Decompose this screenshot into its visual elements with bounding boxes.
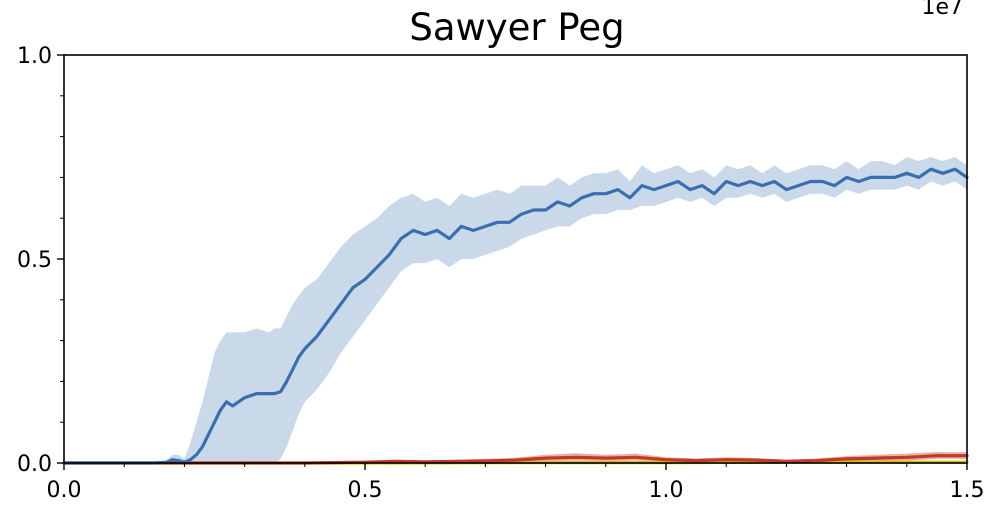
series-0-line bbox=[62, 167, 969, 465]
x-tick-label: 0.5 bbox=[348, 478, 383, 503]
series-1-line bbox=[62, 454, 969, 465]
plot-frame bbox=[63, 54, 968, 464]
y-tick-label: 1.0 bbox=[17, 44, 52, 69]
x-tick-label: 1.5 bbox=[950, 478, 985, 503]
series-0-band bbox=[64, 157, 967, 463]
y-tick-label: 0.0 bbox=[17, 452, 52, 477]
x-offset-label: 1e7 bbox=[921, 0, 963, 20]
chart-title: Sawyer Peg bbox=[409, 6, 624, 49]
plot-area bbox=[62, 157, 969, 465]
x-tick-label: 0.0 bbox=[47, 478, 82, 503]
y-tick-label: 0.5 bbox=[17, 248, 52, 273]
x-tick-label: 1.0 bbox=[649, 478, 684, 503]
axes: 0.0 0.5 1.0 1.5 0.0 0.5 1.0 bbox=[17, 44, 985, 503]
